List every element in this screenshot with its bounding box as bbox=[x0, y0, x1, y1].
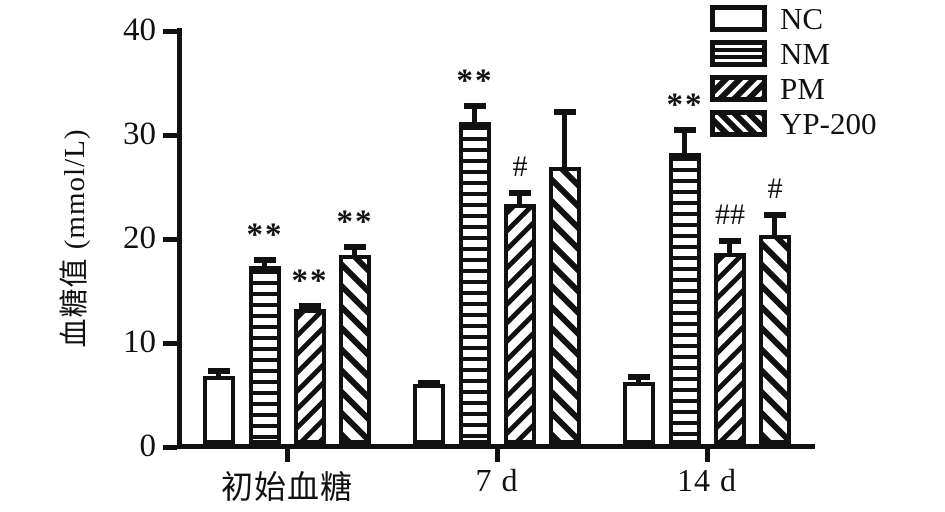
significance-label: ** bbox=[336, 204, 374, 240]
error-bar-cap bbox=[719, 238, 741, 244]
y-tick-label: 30 bbox=[123, 116, 156, 152]
bar-nc-group1 bbox=[203, 376, 235, 444]
error-bar-cap bbox=[764, 212, 786, 218]
legend-label: NM bbox=[780, 36, 830, 71]
y-tick-label: 0 bbox=[139, 428, 157, 464]
significance-label: ## bbox=[715, 198, 745, 231]
bar-pm-group2 bbox=[504, 204, 536, 444]
legend-swatch-nc bbox=[710, 5, 767, 32]
y-tick-label: 10 bbox=[123, 324, 156, 360]
error-bar-cap bbox=[674, 127, 696, 133]
error-bar-stem bbox=[772, 212, 777, 237]
plot-area: ** ** ** ** # ## ** # bbox=[177, 28, 815, 449]
significance-label: ** bbox=[456, 63, 494, 99]
legend-row: NC bbox=[710, 1, 876, 36]
legend-row: YP-200 bbox=[710, 106, 877, 141]
bar-nm-group1 bbox=[249, 266, 281, 444]
legend: NC NM PM YP-200 bbox=[710, 1, 877, 141]
error-bar-cap bbox=[509, 190, 531, 196]
legend-swatch-yp-200 bbox=[710, 110, 767, 137]
significance-label: ** bbox=[246, 217, 284, 253]
error-bar-cap bbox=[344, 244, 366, 250]
x-tick-label: 初始血糖 bbox=[220, 469, 353, 505]
y-axis-tick bbox=[163, 133, 177, 138]
x-axis-tick bbox=[495, 449, 500, 462]
bar-nc-group3 bbox=[623, 382, 655, 444]
legend-row: NM bbox=[710, 36, 876, 71]
error-bar-stem bbox=[562, 109, 567, 169]
bar-pm-group3 bbox=[714, 253, 746, 444]
bar-yp-200-group3 bbox=[759, 235, 791, 444]
legend-row: PM bbox=[710, 71, 876, 106]
error-bar-cap bbox=[208, 368, 230, 374]
error-bar-cap bbox=[254, 257, 276, 263]
significance-label: # bbox=[512, 150, 528, 183]
x-axis-tick bbox=[705, 449, 710, 462]
y-tick-label: 20 bbox=[123, 220, 156, 256]
error-bar-cap bbox=[299, 303, 321, 309]
bar-yp-200-group1 bbox=[339, 255, 371, 444]
error-bar-cap bbox=[554, 109, 576, 115]
x-tick-label: 14 d bbox=[677, 462, 737, 498]
legend-swatch-nm bbox=[710, 40, 767, 67]
bar-nm-group2 bbox=[459, 122, 491, 444]
x-tick-label: 7 d bbox=[475, 462, 519, 498]
legend-label: PM bbox=[780, 71, 825, 106]
y-axis-tick bbox=[163, 445, 177, 450]
error-bar-cap bbox=[464, 103, 486, 109]
y-axis-tick bbox=[163, 29, 177, 34]
bar-nc-group2 bbox=[413, 384, 445, 444]
bar-nm-group3 bbox=[669, 153, 701, 444]
significance-label: ** bbox=[666, 87, 704, 123]
error-bar-cap bbox=[628, 374, 650, 380]
error-bar-stem bbox=[682, 127, 687, 155]
x-axis-tick bbox=[285, 449, 290, 462]
error-bar-stem bbox=[517, 190, 522, 206]
error-bar-stem bbox=[472, 103, 477, 124]
error-bar-cap bbox=[418, 380, 440, 386]
y-axis-tick bbox=[163, 341, 177, 346]
significance-label: ** bbox=[291, 263, 329, 299]
y-axis-tick bbox=[163, 237, 177, 242]
bar-yp-200-group2 bbox=[549, 167, 581, 444]
error-bar-stem bbox=[352, 244, 357, 256]
y-tick-label: 40 bbox=[123, 12, 156, 48]
legend-label: YP-200 bbox=[780, 106, 877, 141]
legend-label: NC bbox=[780, 1, 824, 36]
significance-label: # bbox=[767, 172, 783, 205]
bar-pm-group1 bbox=[294, 309, 326, 444]
error-bar-stem bbox=[727, 238, 732, 255]
legend-swatch-pm bbox=[710, 75, 767, 102]
